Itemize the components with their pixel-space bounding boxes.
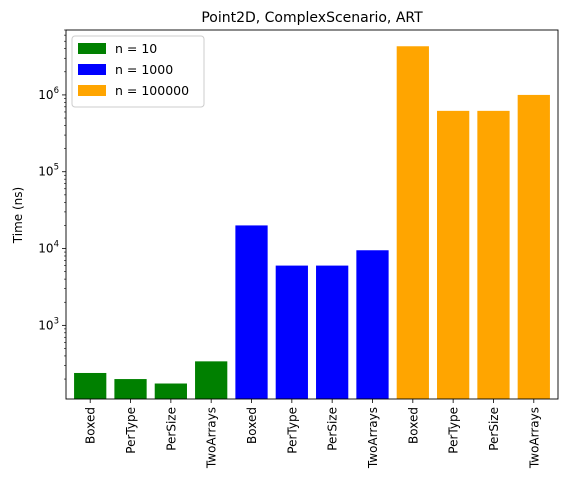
- legend-swatch: [78, 85, 106, 96]
- y-axis-label: Time (ns): [11, 187, 25, 244]
- bar-persize-series-0: [154, 383, 187, 399]
- bar-boxed-series-2: [396, 46, 429, 399]
- plot-area-frame: [65, 29, 559, 400]
- bar-pertype-series-2: [437, 110, 470, 400]
- legend: n = 10 n = 1000 n = 100000: [71, 35, 205, 108]
- x-tick-label: TwoArrays: [527, 407, 541, 469]
- x-tick-label: PerType: [124, 407, 138, 454]
- y-axis-ticks: 103 104 105 106: [38, 29, 66, 380]
- y-tick-label: 103: [38, 316, 59, 332]
- y-tick-label: 106: [38, 86, 59, 102]
- bar-twoarrays-series-0: [195, 361, 228, 399]
- x-tick-label: TwoArrays: [366, 407, 380, 469]
- bar-boxed-series-0: [74, 372, 107, 399]
- chart-title: Point2D, ComplexScenario, ART: [201, 10, 423, 26]
- legend-swatch: [78, 43, 106, 54]
- legend-label: n = 10: [115, 41, 157, 56]
- legend-label: n = 100000: [115, 83, 189, 98]
- x-tick-label: PerSize: [487, 407, 501, 451]
- legend-label: n = 1000: [115, 62, 173, 77]
- legend-swatch: [78, 64, 106, 75]
- bar-twoarrays-series-1: [356, 250, 389, 399]
- bar-boxed-series-1: [235, 225, 268, 399]
- bars-group: [74, 46, 550, 400]
- x-tick-label: Boxed: [84, 407, 98, 444]
- x-tick-label: PerType: [285, 407, 299, 454]
- x-tick-label: Boxed: [406, 407, 420, 444]
- y-tick-label: 105: [38, 163, 59, 179]
- bar-pertype-series-0: [114, 379, 147, 399]
- x-tick-label: TwoArrays: [205, 407, 219, 469]
- x-tick-label: Boxed: [245, 407, 259, 444]
- x-axis-ticks: Boxed PerType PerSize TwoArrays Boxed PerType…: [84, 399, 541, 469]
- x-tick-label: PerSize: [164, 407, 178, 451]
- x-tick-label: PerSize: [326, 407, 340, 451]
- bar-persize-series-1: [316, 265, 349, 399]
- y-tick-label: 104: [38, 240, 59, 256]
- x-tick-label: PerType: [447, 407, 461, 454]
- bar-pertype-series-1: [275, 265, 308, 399]
- bar-twoarrays-series-2: [517, 94, 550, 400]
- bar-persize-series-2: [477, 110, 510, 400]
